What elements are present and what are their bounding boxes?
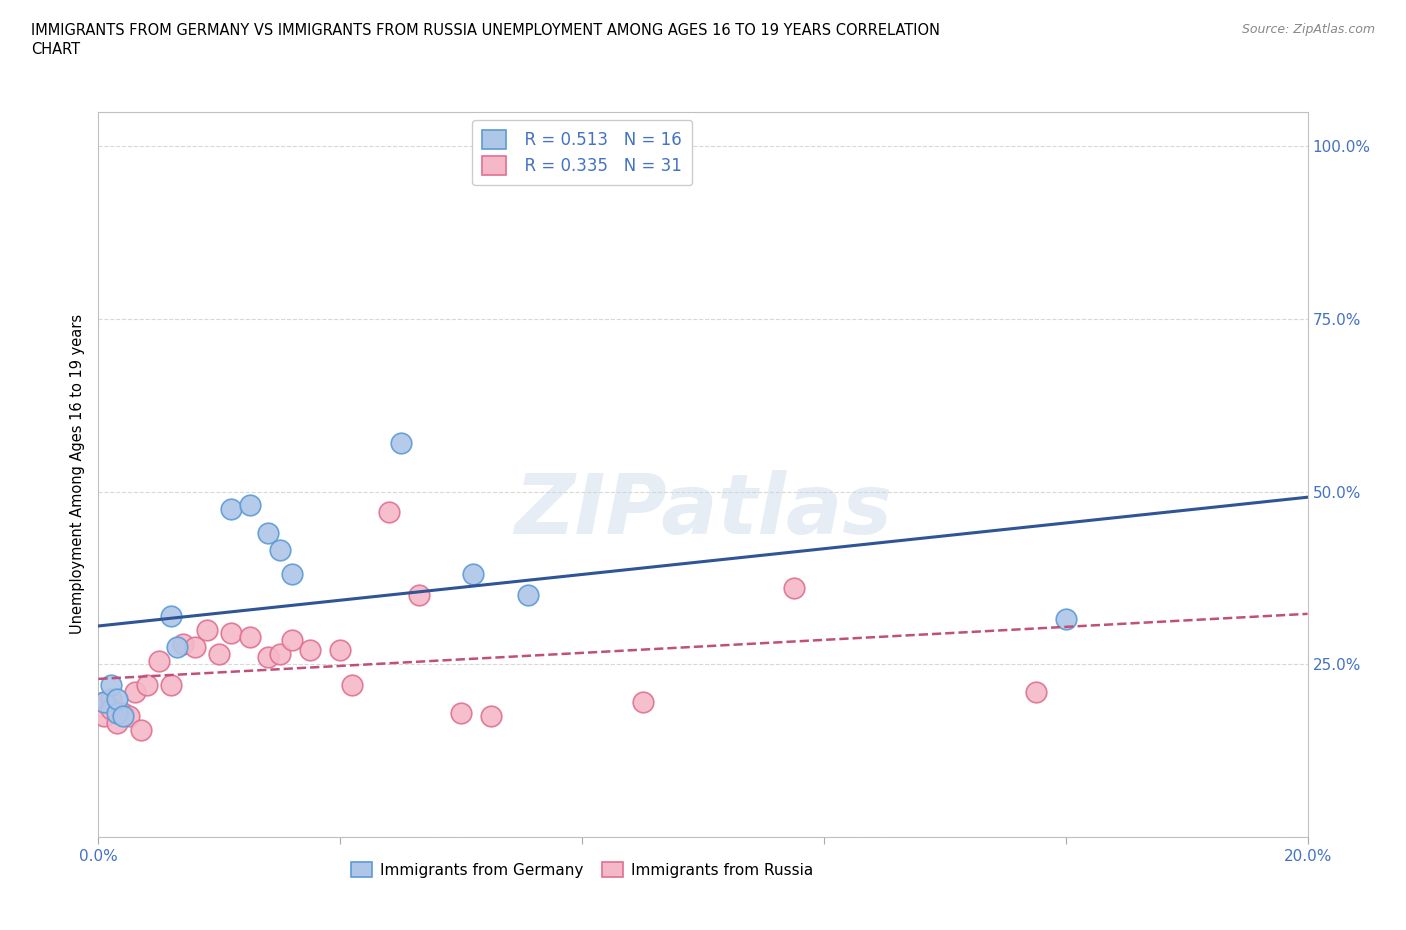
Point <box>256 525 278 540</box>
Point <box>135 678 157 693</box>
Point <box>166 640 188 655</box>
Point <box>129 723 152 737</box>
Text: Source: ZipAtlas.com: Source: ZipAtlas.com <box>1241 23 1375 36</box>
Point <box>221 626 243 641</box>
Point <box>281 632 304 647</box>
Point <box>281 567 304 582</box>
Point <box>100 702 122 717</box>
Point <box>124 684 146 699</box>
Point <box>450 705 472 720</box>
Point <box>408 588 430 603</box>
Point <box>299 643 322 658</box>
Y-axis label: Unemployment Among Ages 16 to 19 years: Unemployment Among Ages 16 to 19 years <box>69 314 84 634</box>
Point <box>111 709 134 724</box>
Point <box>160 678 183 693</box>
Point <box>93 695 115 710</box>
Legend: Immigrants from Germany, Immigrants from Russia: Immigrants from Germany, Immigrants from… <box>344 856 820 884</box>
Point <box>105 691 128 706</box>
Point <box>105 705 128 720</box>
Point <box>1024 684 1046 699</box>
Point <box>195 622 218 637</box>
Point <box>631 695 654 710</box>
Point <box>111 705 134 720</box>
Point <box>93 695 115 710</box>
Point <box>1054 612 1077 627</box>
Text: IMMIGRANTS FROM GERMANY VS IMMIGRANTS FROM RUSSIA UNEMPLOYMENT AMONG AGES 16 TO : IMMIGRANTS FROM GERMANY VS IMMIGRANTS FR… <box>31 23 941 38</box>
Point <box>516 588 538 603</box>
Point <box>269 646 291 661</box>
Point <box>269 543 291 558</box>
Point <box>783 581 806 596</box>
Point <box>221 501 243 516</box>
Point <box>329 643 352 658</box>
Point <box>172 636 194 651</box>
Text: ZIPatlas: ZIPatlas <box>515 470 891 551</box>
Text: CHART: CHART <box>31 42 80 57</box>
Point <box>93 709 115 724</box>
Point <box>377 505 399 520</box>
Point <box>463 567 485 582</box>
Point <box>342 678 364 693</box>
Point <box>105 715 128 730</box>
Point <box>184 640 207 655</box>
Point <box>100 678 122 693</box>
Point <box>256 650 278 665</box>
Point <box>239 498 262 512</box>
Point <box>100 691 122 706</box>
Point <box>148 654 170 669</box>
Point <box>239 630 262 644</box>
Point <box>208 646 231 661</box>
Point <box>389 436 412 451</box>
Point <box>481 709 503 724</box>
Point <box>160 608 183 623</box>
Point <box>118 709 141 724</box>
